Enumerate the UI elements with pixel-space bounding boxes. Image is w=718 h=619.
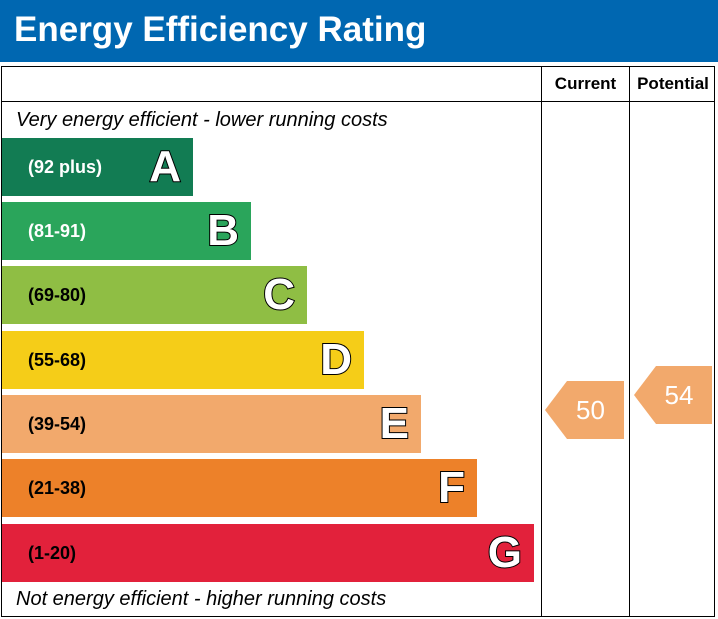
column-divider-potential	[629, 66, 630, 617]
top-note: Very energy efficient - lower running co…	[16, 109, 388, 131]
band-g-range: (1-20)	[28, 543, 77, 563]
column-divider-current	[541, 66, 542, 617]
band-d-range: (55-68)	[28, 350, 87, 370]
band-e-letter: E	[379, 398, 410, 449]
band-b-letter: B	[206, 205, 240, 256]
current-arrow-shape	[545, 381, 624, 439]
header-bar: Energy Efficiency Rating	[0, 0, 718, 62]
band-a-letter: A	[148, 141, 182, 192]
band-d: (55-68) D	[2, 331, 364, 389]
band-f-range: (21-38)	[28, 478, 87, 498]
header-divider	[1, 101, 715, 102]
band-d-letter: D	[319, 334, 353, 385]
band-c-letter: C	[262, 269, 296, 320]
rating-table	[1, 66, 715, 617]
current-rating-arrow: 50	[545, 381, 624, 439]
band-b: (81-91) B	[2, 202, 251, 260]
page-title: Energy Efficiency Rating	[14, 10, 427, 49]
bottom-note: Not energy efficient - higher running co…	[16, 588, 387, 610]
band-f: (21-38) F	[2, 459, 477, 517]
band-g-letter: G	[487, 527, 523, 578]
band-e-range: (39-54)	[28, 414, 87, 434]
current-rating-value: 50	[576, 395, 605, 425]
column-header-potential: Potential	[637, 74, 709, 93]
band-a-range: (92 plus)	[28, 157, 103, 177]
band-a: (92 plus) A	[2, 138, 193, 196]
band-g: (1-20) G	[2, 524, 534, 582]
band-c-range: (69-80)	[28, 285, 87, 305]
column-header-current: Current	[554, 74, 617, 93]
band-c: (69-80) C	[2, 266, 307, 324]
band-b-range: (81-91)	[28, 221, 87, 241]
potential-rating-arrow: 54	[634, 366, 712, 424]
band-e: (39-54) E	[2, 395, 421, 453]
band-f-letter: F	[437, 462, 466, 513]
potential-rating-value: 54	[664, 380, 694, 410]
potential-arrow-shape	[634, 366, 712, 424]
